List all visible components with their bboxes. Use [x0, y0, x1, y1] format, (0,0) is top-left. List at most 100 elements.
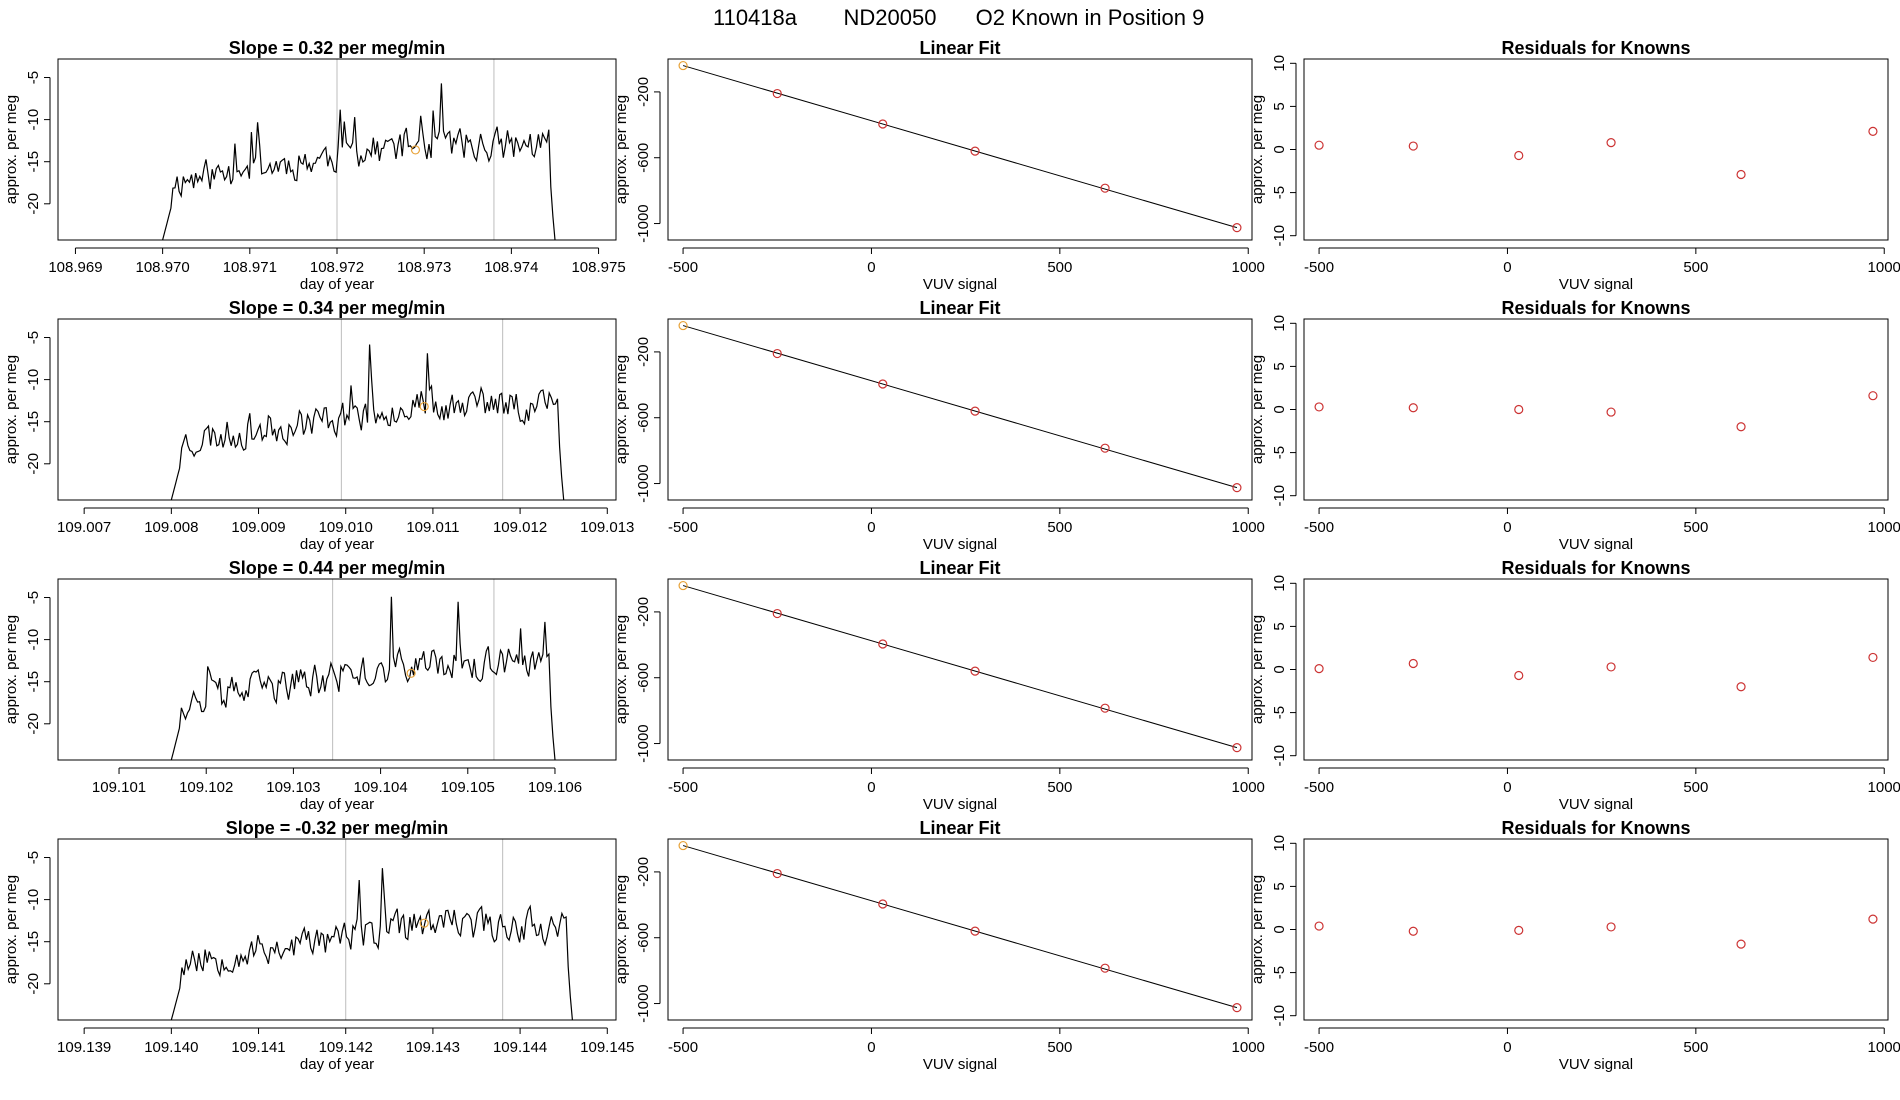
timeseries-panel-1: Slope = 0.32 per meg/min 108.969 108.970 10… [3, 38, 626, 293]
x-tick-label: 500 [1047, 1039, 1072, 1056]
fit-point [878, 119, 888, 129]
x-tick-label: 109.009 [231, 519, 285, 536]
fit-panel-1: Linear Fit -500 0 500 1000 VUV signal -200 -600… [613, 38, 1265, 293]
highlight-point [419, 918, 429, 928]
x-tick-label: 0 [1503, 519, 1511, 536]
fit-point [678, 60, 688, 71]
x-tick-label: 109.144 [493, 1039, 547, 1056]
fit-line [682, 65, 1238, 229]
x-tick-label: 500 [1683, 1039, 1708, 1056]
x-tick-label: 109.011 [406, 519, 459, 536]
panel-title: Residuals for Knowns [1501, 38, 1690, 58]
x-tick-label: -500 [668, 1039, 698, 1056]
y-tick-label: -600 [635, 403, 652, 433]
y-axis-label: approx. per meg [613, 875, 630, 984]
x-tick-label: 500 [1047, 259, 1072, 276]
y-tick-label: -5 [1271, 966, 1288, 979]
x-tick-label: 109.105 [441, 779, 495, 796]
y-tick-label: -10 [1271, 1005, 1288, 1027]
y-tick-label: -200 [635, 77, 652, 107]
y-tick-label: -5 [1271, 446, 1288, 459]
residual-point [1514, 150, 1524, 161]
residual-point [1736, 422, 1746, 432]
x-tick-label: 0 [867, 259, 875, 276]
y-axis-label: approx. per meg [3, 355, 20, 464]
x-tick-label: 1000 [1232, 259, 1265, 276]
x-tick-label: 109.142 [319, 1039, 373, 1056]
residuals-panel-1: Residuals for Knowns -500 0 500 1000 VUV sign… [1249, 38, 1900, 293]
y-tick-label: -200 [635, 337, 652, 367]
residual-point [1868, 126, 1878, 136]
y-axis-label: approx. per meg [1249, 95, 1266, 204]
y-tick-label: -20 [25, 453, 42, 475]
y-tick-label: -15 [25, 411, 42, 433]
y-tick-label: 10 [1271, 55, 1288, 72]
x-tick-label: 0 [867, 519, 875, 536]
y-tick-label: -10 [1271, 485, 1288, 507]
panel-title: Linear Fit [919, 38, 1000, 58]
fit-point [772, 88, 782, 99]
y-tick-label: 5 [1271, 362, 1288, 370]
residual-point [1314, 664, 1324, 674]
residual-point [1408, 403, 1418, 413]
x-tick-label: 1000 [1868, 519, 1900, 536]
y-axis-label: approx. per meg [3, 615, 20, 724]
x-axis-label: day of year [300, 1056, 374, 1073]
fit-point [772, 348, 782, 359]
x-tick-label: 108.969 [48, 259, 102, 276]
y-tick-label: -20 [25, 973, 42, 995]
y-tick-label: -5 [25, 331, 42, 344]
x-tick-label: 108.970 [136, 259, 190, 276]
y-axis-label: approx. per meg [3, 95, 20, 204]
residual-point [1514, 404, 1524, 415]
fit-point [772, 608, 782, 619]
residuals-panel-2: Residuals for Knowns -500 0 500 1000 VUV sign… [1249, 298, 1900, 553]
x-tick-label: 108.971 [223, 259, 277, 276]
timeseries-line [170, 596, 556, 761]
plot-frame [57, 318, 617, 501]
y-tick-label: -1000 [635, 464, 652, 502]
fit-point [1100, 183, 1110, 193]
panel-title: Linear Fit [919, 818, 1000, 838]
plot-frame [667, 838, 1253, 1021]
x-tick-label: -500 [668, 259, 698, 276]
residual-point [1314, 402, 1324, 412]
y-tick-label: -1000 [635, 204, 652, 242]
fit-point [1100, 443, 1110, 453]
x-tick-label: 500 [1047, 519, 1072, 536]
x-tick-label: 109.010 [319, 519, 373, 536]
fit-point [772, 868, 782, 879]
panel-title: Slope = -0.32 per meg/min [226, 818, 449, 838]
fit-point [1232, 1003, 1242, 1013]
y-tick-label: -10 [25, 889, 42, 911]
residual-point [1606, 662, 1616, 672]
x-tick-label: 1000 [1232, 1039, 1265, 1056]
highlight-point [406, 668, 416, 678]
y-tick-label: -20 [25, 193, 42, 215]
residual-point [1868, 652, 1878, 663]
residual-point [1868, 914, 1878, 924]
x-tick-label: 108.975 [571, 259, 625, 276]
y-axis-label: approx. per meg [1249, 875, 1266, 984]
fit-panel-3: Linear Fit -500 0 500 1000 VUV signal -200 -600… [613, 558, 1265, 813]
fit-point [970, 666, 980, 676]
x-tick-label: 1000 [1232, 779, 1265, 796]
x-tick-label: 109.013 [580, 519, 634, 536]
residual-point [1314, 921, 1324, 931]
x-tick-label: -500 [1304, 1039, 1334, 1056]
y-tick-label: -600 [635, 143, 652, 173]
x-tick-label: 1000 [1232, 519, 1265, 536]
y-tick-label: -5 [25, 591, 42, 604]
residual-point [1314, 140, 1324, 150]
y-tick-label: -10 [25, 109, 42, 131]
x-tick-label: 109.104 [353, 779, 407, 796]
x-axis-label: day of year [300, 536, 374, 553]
fit-point [1232, 223, 1242, 233]
y-tick-label: 5 [1271, 622, 1288, 630]
fit-point [678, 840, 688, 851]
timeseries-line [170, 344, 565, 501]
residual-point [1606, 138, 1616, 148]
x-tick-label: 500 [1683, 259, 1708, 276]
y-tick-label: 0 [1271, 405, 1288, 413]
x-tick-label: 109.141 [231, 1039, 285, 1056]
